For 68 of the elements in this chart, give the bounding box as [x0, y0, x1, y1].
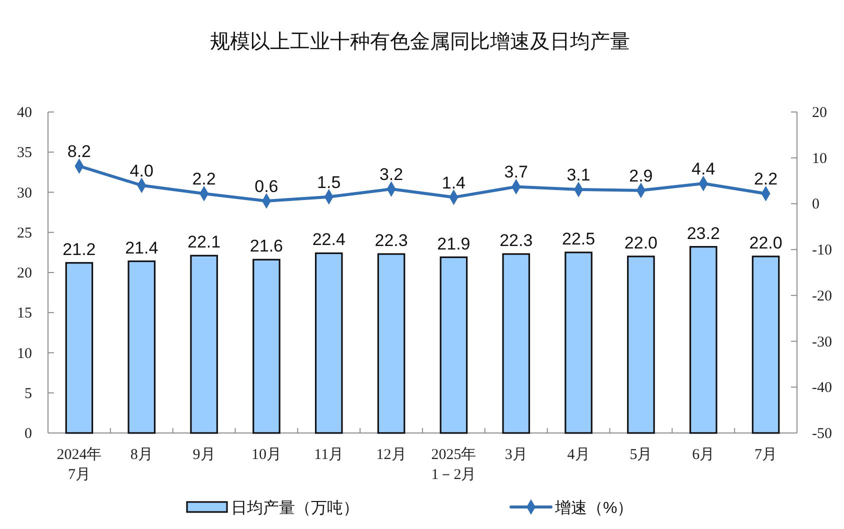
data-label: 22.0: [749, 233, 782, 252]
y2-tick-label: 20: [812, 105, 827, 121]
bar: [377, 253, 406, 434]
y-tick-label: 25: [17, 225, 32, 242]
data-label: 21.9: [437, 234, 470, 254]
x-tick-label: 5月: [630, 447, 652, 463]
legend-label: 日均产量（万吨）: [231, 499, 359, 517]
x-tick-label: 4月: [567, 447, 590, 463]
bar: [440, 256, 468, 434]
x-tick-label: 9月: [192, 447, 216, 463]
y-tick-label: 40: [17, 105, 32, 121]
y-tick-label: 20: [17, 266, 32, 282]
x-tick-label: 6月: [692, 447, 715, 463]
bar: [252, 258, 280, 434]
data-label: 22.5: [562, 229, 596, 248]
x-tick-label: 7月: [754, 447, 778, 463]
y2-tick-label: -50: [812, 426, 832, 442]
y2-tick-label: -20: [812, 288, 832, 304]
data-label: 3.1: [566, 166, 590, 184]
data-label: 1.4: [442, 173, 466, 192]
x-tick-label: 12月: [376, 447, 406, 463]
x-tick-label: 3月: [504, 447, 528, 463]
y-tick-label: 0: [24, 426, 32, 442]
data-label: 2.9: [629, 166, 653, 186]
x-tick-label: 11月: [314, 447, 344, 463]
data-label: 22.4: [312, 230, 346, 250]
y-tick-label: 30: [17, 185, 32, 202]
data-label: 3.7: [504, 162, 528, 182]
bar: [502, 253, 530, 434]
data-label: 0.6: [254, 176, 278, 196]
x-tick-label: 8月: [130, 447, 153, 463]
data-label: 21.6: [250, 236, 284, 256]
y2-tick-label: -10: [812, 242, 832, 259]
data-label: 21.4: [125, 238, 158, 258]
data-label: 4.0: [130, 161, 154, 180]
bar: [564, 252, 592, 434]
data-label: 4.4: [692, 160, 716, 179]
data-label: 3.2: [379, 165, 404, 184]
x-tick-label: 2024年 7月: [56, 446, 102, 483]
chart-title: 规模以上工业十种有色金属同比增速及日均产量: [210, 31, 630, 53]
y-tick-label: 10: [17, 346, 32, 362]
bar: [190, 254, 218, 434]
data-label: 8.2: [67, 142, 92, 162]
legend-label: 增速（%）: [554, 499, 634, 517]
bar: [689, 246, 718, 434]
data-label: 22.0: [624, 233, 658, 252]
bar: [128, 260, 156, 434]
y2-tick-label: -30: [812, 334, 832, 350]
data-label: 22.3: [374, 231, 408, 250]
y-tick-label: 35: [17, 145, 32, 162]
bar: [314, 252, 343, 434]
data-label: 2.2: [754, 170, 778, 189]
y2-tick-label: 10: [812, 150, 827, 167]
data-label: 22.1: [187, 232, 221, 252]
data-label: 23.2: [686, 224, 720, 243]
data-label: 22.3: [500, 231, 533, 250]
data-label: 1.5: [317, 172, 341, 192]
y-tick-label: 15: [17, 306, 32, 322]
bar: [65, 262, 94, 434]
bar: [752, 256, 780, 434]
bar: [627, 256, 655, 434]
x-tick-label: 10月: [251, 447, 282, 463]
x-tick-label: 2025年 1－2月: [431, 446, 476, 483]
data-label: 2.2: [192, 170, 216, 189]
y-tick-label: 5: [24, 386, 32, 402]
data-label: 21.2: [62, 240, 96, 259]
y2-tick-label: -40: [812, 380, 832, 396]
y2-tick-label: 0: [812, 196, 820, 213]
